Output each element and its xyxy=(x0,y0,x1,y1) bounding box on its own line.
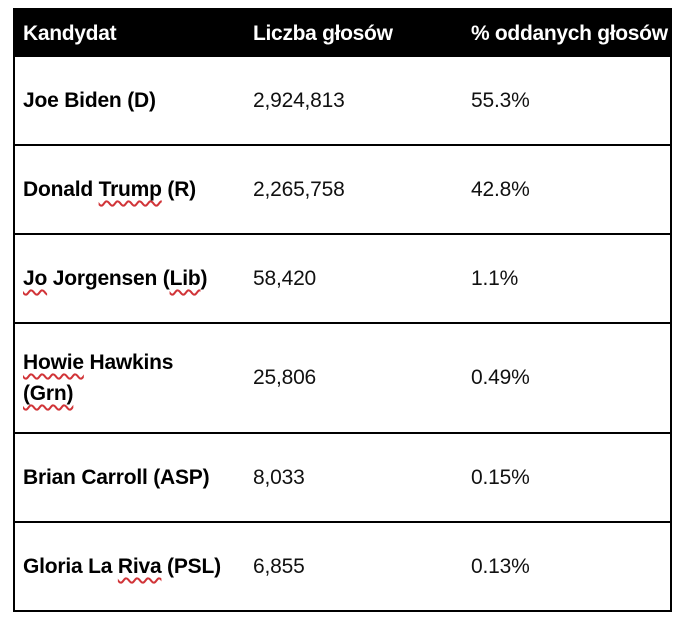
candidate-cell: Donald Trump (R) xyxy=(15,174,245,205)
candidate-name-part: Hawkins xyxy=(83,351,174,374)
candidate-name-part: (R) xyxy=(161,178,196,201)
candidate-name-part: ) xyxy=(200,267,208,290)
table-row-trump: Donald Trump (R) 2,265,758 42.8% xyxy=(15,144,670,233)
votes-cell: 2,924,813 xyxy=(245,89,463,113)
misspelled-word: Jo xyxy=(23,267,48,290)
table-header-row: Kandydat Liczba głosów % oddanych głosów xyxy=(15,10,670,57)
misspelled-word: Riva xyxy=(117,555,162,578)
votes-value: 8,033 xyxy=(253,465,305,489)
misspelled-word: Trump xyxy=(98,178,162,201)
header-votes: Liczba głosów xyxy=(245,22,463,46)
votes-cell: 6,855 xyxy=(245,555,463,579)
table-row-hawkins: Howie Hawkins (Grn) 25,806 0.49% xyxy=(15,322,670,432)
percent-value: 55.3% xyxy=(471,88,530,112)
misspelled-word: Lib xyxy=(169,267,201,290)
votes-cell: 58,420 xyxy=(245,267,463,291)
percent-cell: 1.1% xyxy=(463,267,670,291)
votes-value: 2,265,758 xyxy=(253,177,345,201)
header-candidate-label: Kandydat xyxy=(23,21,117,45)
percent-value: 0.49% xyxy=(471,366,530,389)
percent-value: 0.13% xyxy=(471,554,530,578)
misspelled-word: (Grn) xyxy=(23,382,74,405)
votes-cell: 2,265,758 xyxy=(245,178,463,202)
votes-value: 25,806 xyxy=(253,366,317,389)
percent-cell: 55.3% xyxy=(463,89,670,113)
votes-value: 2,924,813 xyxy=(253,88,345,112)
percent-value: 0.15% xyxy=(471,465,530,489)
table-row-lariva: Gloria La Riva (PSL) 6,855 0.13% xyxy=(15,521,670,610)
candidate-cell: Brian Carroll (ASP) xyxy=(15,462,245,493)
header-votes-label: Liczba głosów xyxy=(253,21,393,45)
percent-cell: 0.15% xyxy=(463,466,670,490)
votes-cell: 8,033 xyxy=(245,466,463,490)
misspelled-word: Howie xyxy=(23,351,84,374)
table-row-jorgensen: Jo Jorgensen (Lib) 58,420 1.1% xyxy=(15,233,670,322)
candidate-name-part: (PSL) xyxy=(161,555,221,578)
header-candidate: Kandydat xyxy=(15,22,245,46)
header-percent-label: % oddanych głosów xyxy=(471,21,668,45)
candidate-cell: Joe Biden (D) xyxy=(15,85,245,116)
percent-cell: 0.13% xyxy=(463,555,670,579)
votes-value: 58,420 xyxy=(253,266,317,290)
percent-value: 42.8% xyxy=(471,177,530,201)
candidate-name-part: Gloria La xyxy=(23,555,118,578)
candidate-name-part: Donald xyxy=(23,178,99,201)
candidate-name: Joe Biden (D) xyxy=(23,89,156,112)
percent-cell: 42.8% xyxy=(463,178,670,202)
table-row-carroll: Brian Carroll (ASP) 8,033 0.15% xyxy=(15,432,670,521)
votes-cell: 25,806 xyxy=(245,366,463,390)
percent-value: 1.1% xyxy=(471,266,519,290)
table-row-biden: Joe Biden (D) 2,924,813 55.3% xyxy=(15,57,670,144)
percent-cell: 0.49% xyxy=(463,366,670,390)
candidate-cell: Jo Jorgensen (Lib) xyxy=(15,263,245,294)
votes-value: 6,855 xyxy=(253,554,305,578)
header-percent: % oddanych głosów xyxy=(463,22,670,46)
candidate-name-part: Jorgensen ( xyxy=(47,267,170,290)
candidate-cell: Gloria La Riva (PSL) xyxy=(15,551,245,582)
results-table: Kandydat Liczba głosów % oddanych głosów… xyxy=(13,8,672,612)
candidate-cell: Howie Hawkins (Grn) xyxy=(15,347,245,409)
candidate-name: Brian Carroll (ASP) xyxy=(23,466,210,489)
